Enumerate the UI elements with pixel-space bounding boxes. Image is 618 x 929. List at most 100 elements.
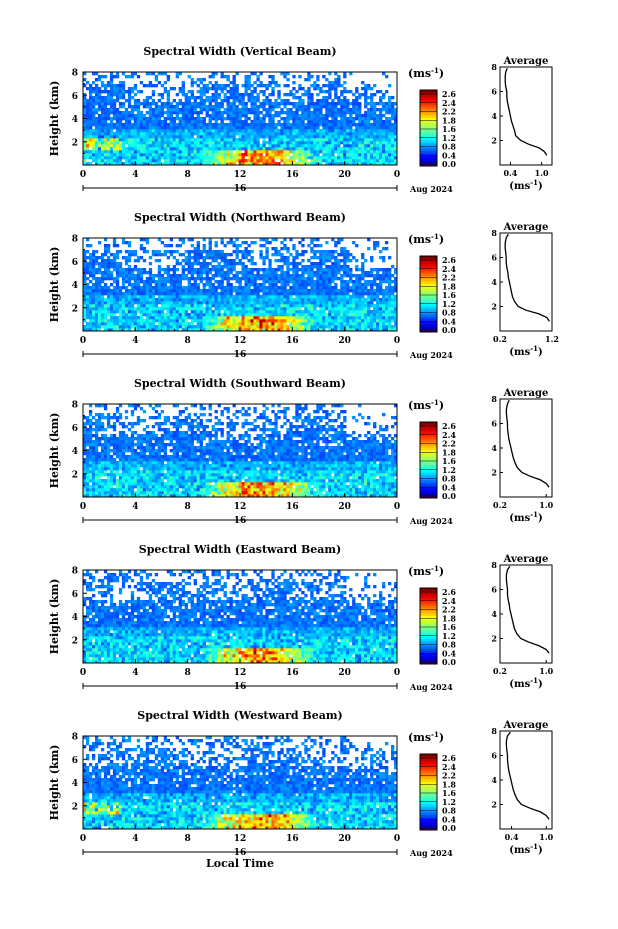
- heatmap-cell: [220, 126, 224, 130]
- heatmap-cell: [142, 238, 147, 242]
- heatmap-cell: [355, 162, 359, 166]
- heatmap-cell: [235, 72, 239, 76]
- heatmap-cell: [217, 159, 221, 163]
- heatmap-cell: [253, 96, 257, 100]
- heatmap-cell: [367, 84, 371, 88]
- heatmap-cell: [241, 292, 245, 296]
- heatmap-cell: [382, 135, 386, 139]
- heatmap-cell: [259, 238, 263, 242]
- heatmap-cell: [103, 114, 108, 118]
- heatmap-cell: [136, 274, 141, 278]
- heatmap-cell: [253, 159, 257, 163]
- heatmap-cell: [292, 129, 296, 133]
- heatmap-cell: [379, 129, 383, 133]
- heatmap-cell: [148, 316, 153, 320]
- heatmap-cell: [298, 132, 302, 136]
- heatmap-cell: [175, 274, 179, 278]
- heatmap-cell: [208, 120, 212, 124]
- heatmap-cell: [103, 153, 108, 157]
- heatmap-cell: [262, 271, 266, 275]
- heatmap-cell: [208, 310, 212, 314]
- heatmap-cell: [325, 259, 329, 263]
- heatmap-cell: [196, 286, 200, 290]
- heatmap-cell: [322, 310, 326, 314]
- heatmap-cell: [346, 253, 350, 257]
- heatmap-cell: [232, 310, 236, 314]
- heatmap-cell: [367, 316, 371, 320]
- heatmap-cell: [130, 274, 135, 278]
- heatmap-cell: [340, 301, 344, 305]
- heatmap-cell: [133, 253, 138, 257]
- heatmap-cell: [190, 141, 194, 145]
- heatmap-cell: [190, 274, 194, 278]
- heatmap-cell: [190, 150, 194, 154]
- heatmap-cell: [265, 328, 269, 332]
- heatmap-cell: [355, 304, 359, 308]
- heatmap-cell: [208, 138, 212, 142]
- heatmap-cell: [325, 99, 329, 103]
- heatmap-cell: [322, 90, 326, 94]
- heatmap-cell: [331, 274, 335, 278]
- heatmap-cell: [199, 123, 203, 127]
- heatmap-cell: [187, 114, 191, 118]
- heatmap-cell: [85, 328, 90, 332]
- heatmap-cell: [103, 289, 108, 293]
- heatmap-cell: [388, 141, 392, 145]
- heatmap-cell: [184, 301, 188, 305]
- heatmap-cell: [325, 141, 329, 145]
- heatmap-cell: [298, 114, 302, 118]
- heatmap-cell: [349, 111, 353, 115]
- heatmap-cell: [97, 75, 102, 79]
- heatmap-cell: [187, 277, 191, 281]
- heatmap-cell: [391, 111, 395, 115]
- heatmap-cell: [160, 325, 165, 329]
- heatmap-cell: [208, 277, 212, 281]
- colorbar-segment: [420, 90, 437, 93]
- heatmap-cell: [319, 292, 323, 296]
- heatmap-cell: [268, 289, 272, 293]
- heatmap-cell: [154, 132, 159, 136]
- heatmap-cell: [313, 129, 317, 133]
- heatmap-cell: [337, 123, 341, 127]
- heatmap-cell: [166, 304, 171, 308]
- heatmap-cell: [97, 159, 102, 163]
- heatmap-cell: [83, 262, 87, 266]
- heatmap-cell: [310, 111, 314, 115]
- heatmap-cell: [268, 301, 272, 305]
- heatmap-cell: [181, 322, 185, 326]
- heatmap-cell: [343, 138, 347, 142]
- heatmap-cell: [100, 96, 105, 100]
- heatmap-cell: [283, 280, 287, 284]
- heatmap-cell: [103, 141, 108, 145]
- heatmap-cell: [265, 304, 269, 308]
- heatmap-cell: [385, 117, 389, 121]
- heatmap-cell: [178, 150, 182, 154]
- heatmap-cell: [250, 96, 254, 100]
- heatmap-cell: [223, 265, 227, 269]
- heatmap-cell: [121, 274, 126, 278]
- heatmap-cell: [115, 307, 120, 311]
- heatmap-cell: [244, 84, 248, 88]
- heatmap-cell: [247, 141, 251, 145]
- heatmap-cell: [214, 271, 218, 275]
- heatmap-cell: [145, 159, 150, 163]
- heatmap-cell: [124, 147, 129, 151]
- heatmap-cell: [196, 162, 200, 166]
- heatmap-cell: [130, 159, 135, 163]
- heatmap-cell: [157, 289, 162, 293]
- heatmap-cell: [289, 304, 293, 308]
- heatmap-cell: [268, 307, 272, 311]
- heatmap-cell: [364, 274, 368, 278]
- heatmap-cell: [181, 238, 185, 242]
- heatmap-cell: [394, 117, 398, 121]
- heatmap-cell: [199, 319, 203, 323]
- heatmap-cell: [83, 102, 87, 106]
- heatmap-cell: [211, 144, 215, 148]
- heatmap-cell: [133, 132, 138, 136]
- heatmap-cell: [91, 90, 96, 94]
- heatmap-cell: [169, 105, 174, 109]
- heatmap-cell: [205, 156, 209, 160]
- heatmap-cell: [232, 117, 236, 121]
- heatmap-cell: [205, 114, 209, 118]
- heatmap-cell: [370, 135, 374, 139]
